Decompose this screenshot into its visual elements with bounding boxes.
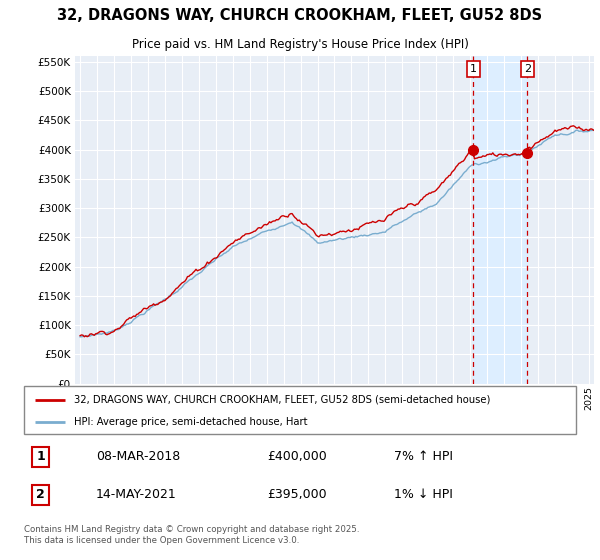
Text: 14-MAY-2021: 14-MAY-2021 [96,488,176,501]
Text: 7% ↑ HPI: 7% ↑ HPI [394,450,453,463]
Text: 32, DRAGONS WAY, CHURCH CROOKHAM, FLEET, GU52 8DS (semi-detached house): 32, DRAGONS WAY, CHURCH CROOKHAM, FLEET,… [74,395,490,405]
Text: 2: 2 [524,64,531,74]
Text: 2: 2 [36,488,45,501]
Bar [473,56,527,384]
Text: 32, DRAGONS WAY, CHURCH CROOKHAM, FLEET, GU52 8DS: 32, DRAGONS WAY, CHURCH CROOKHAM, FLEET,… [58,8,542,23]
Text: 1: 1 [36,450,45,463]
FancyBboxPatch shape [24,386,576,434]
Text: £400,000: £400,000 [267,450,326,463]
Text: 1% ↓ HPI: 1% ↓ HPI [394,488,453,501]
Text: 1: 1 [470,64,477,74]
Text: Price paid vs. HM Land Registry's House Price Index (HPI): Price paid vs. HM Land Registry's House … [131,38,469,52]
Text: HPI: Average price, semi-detached house, Hart: HPI: Average price, semi-detached house,… [74,417,307,427]
Text: £395,000: £395,000 [267,488,326,501]
Text: 08-MAR-2018: 08-MAR-2018 [96,450,180,463]
Text: Contains HM Land Registry data © Crown copyright and database right 2025.
This d: Contains HM Land Registry data © Crown c… [24,525,359,545]
